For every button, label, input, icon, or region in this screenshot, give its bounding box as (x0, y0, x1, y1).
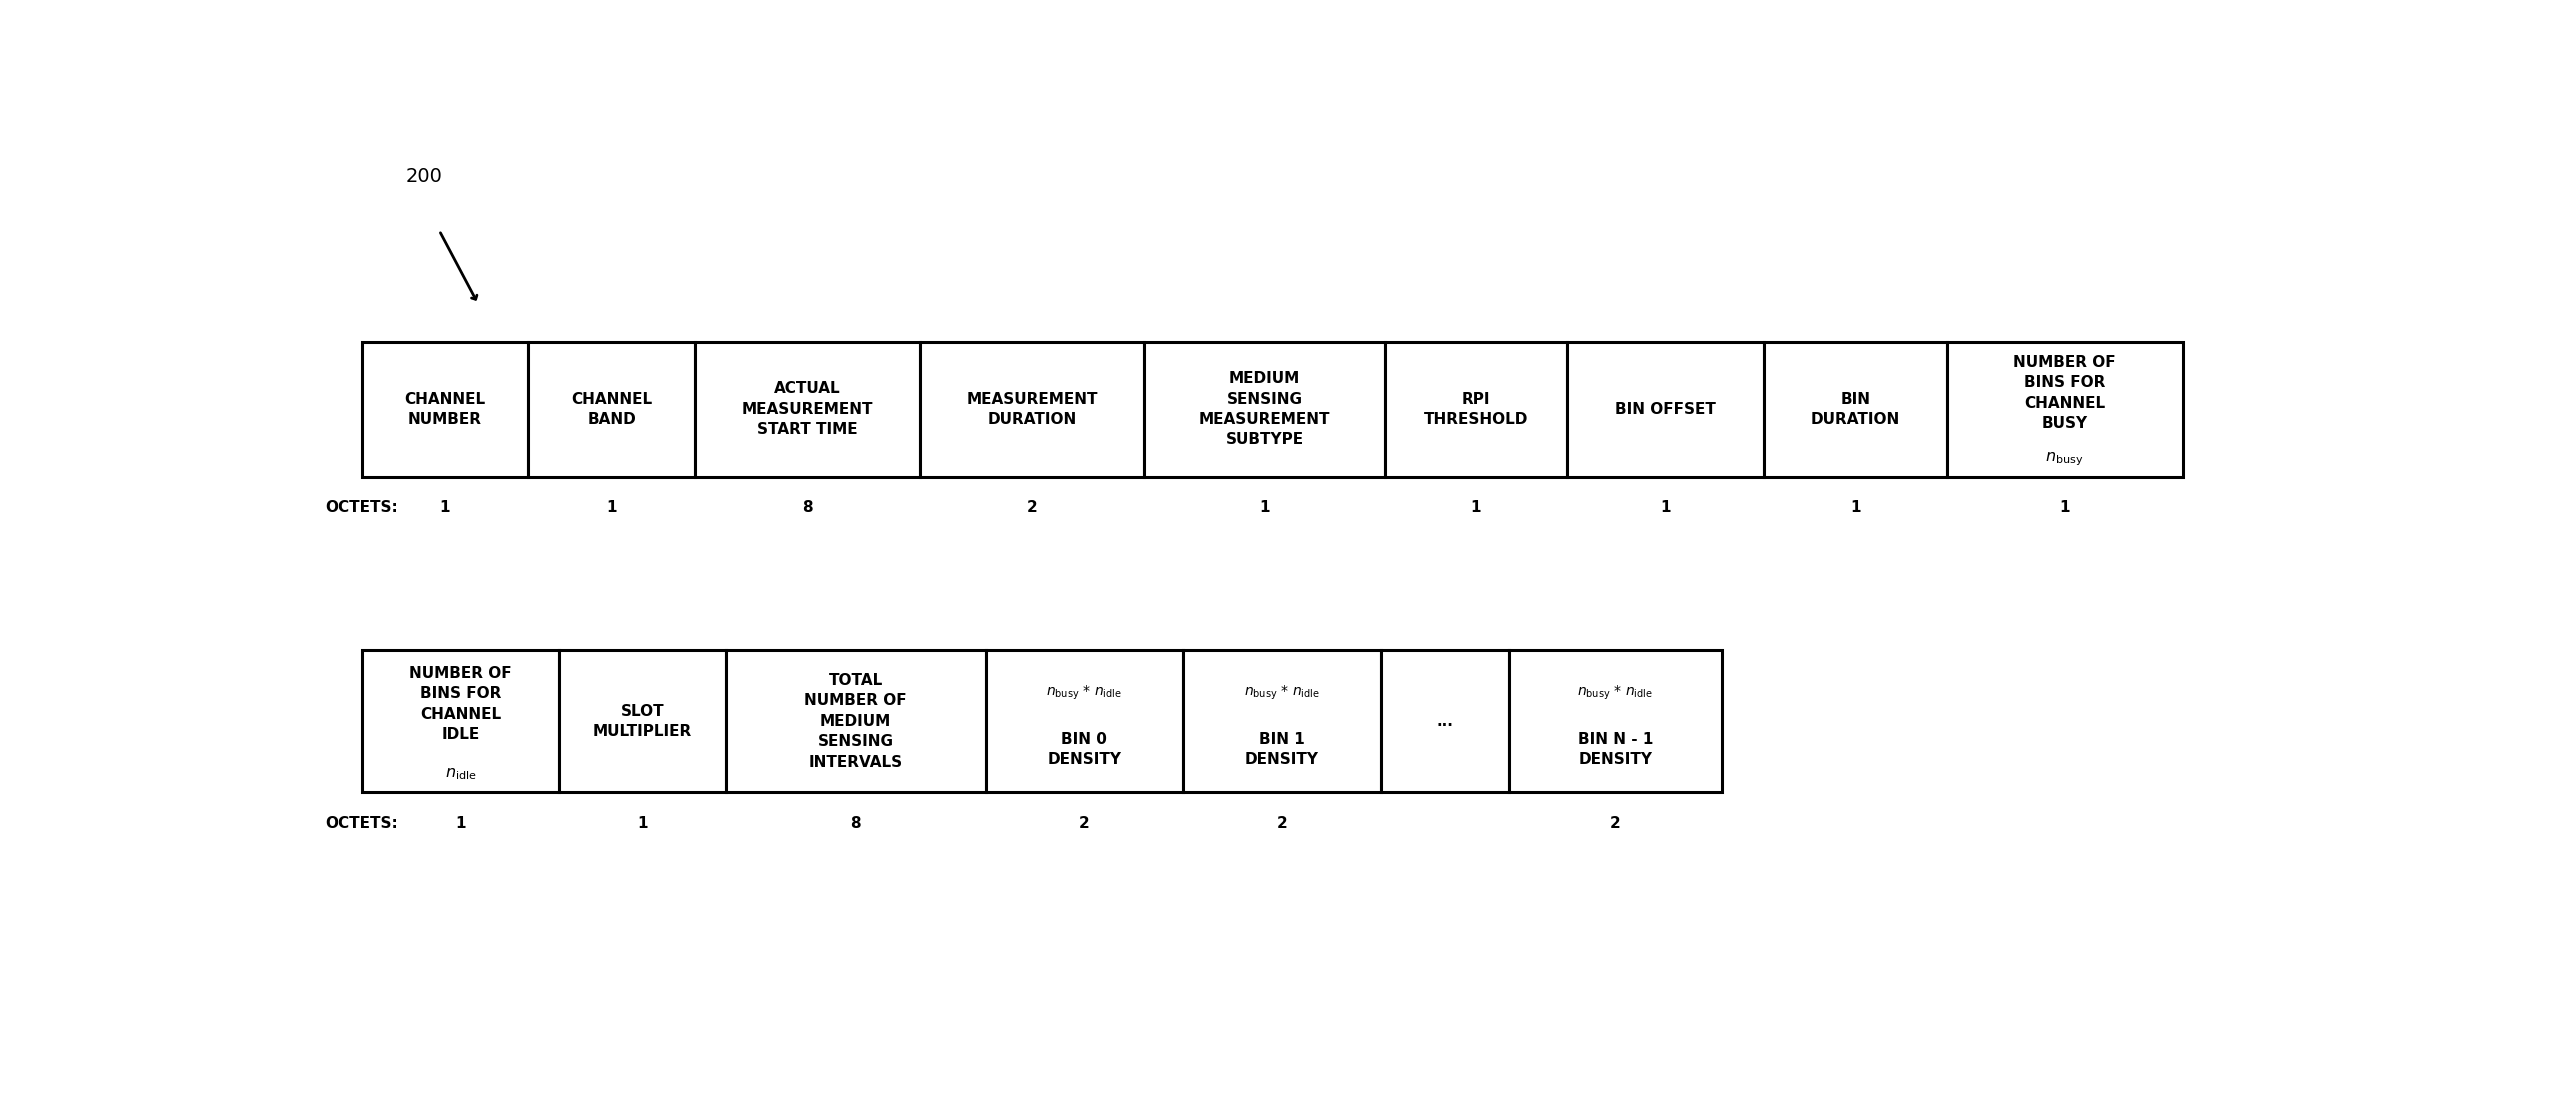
Text: BIN
DURATION: BIN DURATION (1812, 392, 1901, 427)
Text: BIN OFFSET: BIN OFFSET (1615, 402, 1715, 417)
Text: MEDIUM
SENSING
MEASUREMENT
SUBTYPE: MEDIUM SENSING MEASUREMENT SUBTYPE (1199, 371, 1330, 448)
Bar (694, 342, 919, 477)
Text: 2: 2 (1079, 815, 1090, 831)
Bar (1763, 342, 1947, 477)
Text: 1: 1 (2059, 500, 2070, 516)
Text: BIN 1
DENSITY: BIN 1 DENSITY (1245, 732, 1319, 768)
Bar (1947, 342, 2182, 477)
Text: ACTUAL
MEASUREMENT
START TIME: ACTUAL MEASUREMENT START TIME (743, 381, 873, 438)
Text: 1: 1 (1470, 500, 1480, 516)
Bar (985, 650, 1184, 792)
Text: 1: 1 (439, 500, 449, 516)
Bar (1386, 342, 1567, 477)
Bar (1143, 342, 1386, 477)
Text: 1: 1 (1661, 500, 1672, 516)
Text: 1: 1 (638, 815, 648, 831)
Text: 2: 2 (1026, 500, 1036, 516)
Bar (1184, 650, 1381, 792)
Text: MEASUREMENT
DURATION: MEASUREMENT DURATION (967, 392, 1097, 427)
Text: 2: 2 (1276, 815, 1286, 831)
Text: $n_{\mathregular{busy}}$ $*$ $n_{\mathregular{idle}}$: $n_{\mathregular{busy}}$ $*$ $n_{\mathre… (1243, 683, 1319, 702)
Text: 8: 8 (801, 500, 812, 516)
Text: TOTAL
NUMBER OF
MEDIUM
SENSING
INTERVALS: TOTAL NUMBER OF MEDIUM SENSING INTERVALS (804, 673, 906, 770)
Bar (362, 342, 528, 477)
Text: $n_{\mathregular{idle}}$: $n_{\mathregular{idle}}$ (444, 767, 477, 782)
Text: OCTETS:: OCTETS: (324, 500, 398, 516)
Text: 1: 1 (1850, 500, 1860, 516)
Text: 2: 2 (1610, 815, 1621, 831)
Text: OCTETS:: OCTETS: (324, 815, 398, 831)
Bar (919, 342, 1143, 477)
Text: $n_{\mathregular{busy}}$: $n_{\mathregular{busy}}$ (2047, 450, 2085, 468)
Bar (559, 650, 725, 792)
Text: NUMBER OF
BINS FOR
CHANNEL
IDLE: NUMBER OF BINS FOR CHANNEL IDLE (408, 665, 513, 742)
Text: 8: 8 (850, 815, 860, 831)
Text: CHANNEL
NUMBER: CHANNEL NUMBER (403, 392, 485, 427)
Bar (725, 650, 985, 792)
Text: $n_{\mathregular{busy}}$ $*$ $n_{\mathregular{idle}}$: $n_{\mathregular{busy}}$ $*$ $n_{\mathre… (1577, 683, 1654, 702)
Bar (362, 650, 559, 792)
Text: SLOT
MULTIPLIER: SLOT MULTIPLIER (592, 703, 692, 739)
Text: RPI
THRESHOLD: RPI THRESHOLD (1424, 392, 1529, 427)
Text: 1: 1 (607, 500, 618, 516)
Text: ...: ... (1437, 713, 1452, 729)
Text: NUMBER OF
BINS FOR
CHANNEL
BUSY: NUMBER OF BINS FOR CHANNEL BUSY (2014, 356, 2116, 431)
Text: 200: 200 (406, 167, 441, 186)
Text: 1: 1 (1258, 500, 1271, 516)
Text: BIN N - 1
DENSITY: BIN N - 1 DENSITY (1577, 732, 1654, 768)
Bar (1381, 650, 1508, 792)
Text: 1: 1 (454, 815, 464, 831)
Text: $n_{\mathregular{busy}}$ $*$ $n_{\mathregular{idle}}$: $n_{\mathregular{busy}}$ $*$ $n_{\mathre… (1046, 683, 1123, 702)
Bar (1508, 650, 1723, 792)
Bar (528, 342, 694, 477)
Bar (1567, 342, 1763, 477)
Text: CHANNEL
BAND: CHANNEL BAND (572, 392, 653, 427)
Text: BIN 0
DENSITY: BIN 0 DENSITY (1046, 732, 1120, 768)
